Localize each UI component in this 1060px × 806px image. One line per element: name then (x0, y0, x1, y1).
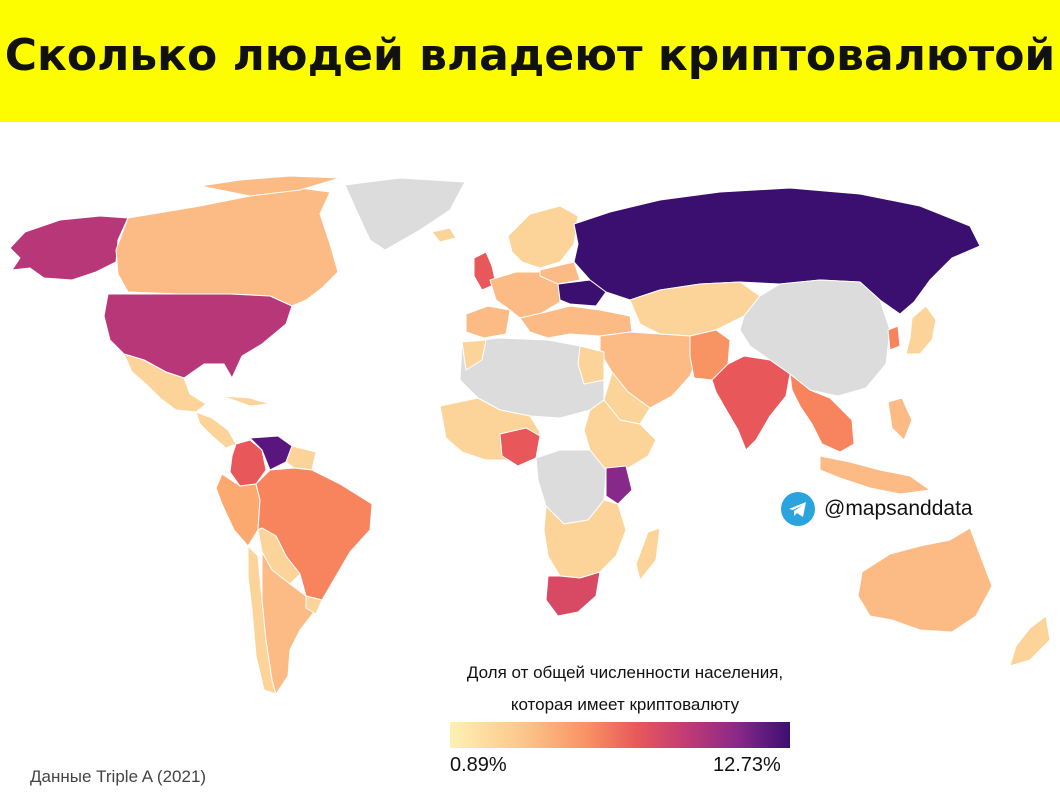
region-alaska (9, 215, 129, 281)
region-indonesia (819, 455, 931, 495)
region-western-europe (489, 271, 561, 319)
region-korea (887, 325, 901, 351)
map-title: Сколько людей владеют криптовалютой (4, 30, 1056, 81)
region-morocco (461, 339, 487, 371)
legend-title-line2: которая имеет криптовалюту (510, 695, 740, 714)
region-new-zealand (1009, 615, 1051, 667)
region-argentina (261, 551, 315, 695)
channel-handle: @mapsanddata (781, 492, 973, 526)
region-southeast-asia (789, 373, 855, 453)
region-scandinavia (507, 205, 579, 269)
region-guianas (285, 445, 317, 471)
legend-min-label: 0.89% (450, 754, 507, 776)
legend-title-line1: Доля от общей численности населения, (466, 663, 784, 682)
handle-text: @mapsanddata (824, 497, 973, 520)
region-southern-africa (543, 499, 627, 579)
region-egypt (577, 345, 605, 385)
region-australia (857, 527, 993, 633)
region-iceland (431, 227, 457, 243)
region-madagascar (635, 527, 661, 581)
legend-max-label: 12.73% (713, 754, 781, 776)
region-caribbean (221, 395, 271, 407)
legend-color-scale (450, 722, 790, 748)
telegram-icon (781, 492, 815, 526)
data-source: Данные Triple A (2021) (30, 767, 207, 786)
region-middle-east (599, 331, 701, 409)
region-south-africa (545, 571, 601, 617)
region-india (711, 355, 791, 451)
region-central-america (195, 411, 237, 449)
region-uruguay (305, 595, 323, 615)
region-russia (573, 187, 981, 315)
region-mexico (123, 353, 207, 413)
region-greenland (344, 177, 466, 251)
region-japan (905, 305, 937, 355)
region-peru (215, 473, 261, 547)
world-choropleth-map (9, 175, 1051, 695)
region-canada (115, 187, 339, 307)
region-kenya (605, 465, 633, 505)
region-iberia (465, 305, 511, 339)
region-eastern-europe (539, 261, 581, 285)
region-china (739, 279, 891, 397)
region-east-africa (583, 399, 657, 471)
region-philippines (887, 397, 913, 441)
title-banner: Сколько людей владеют криптовалютой (0, 0, 1060, 122)
region-usa (103, 293, 293, 379)
region-canada-arctic (199, 175, 341, 197)
